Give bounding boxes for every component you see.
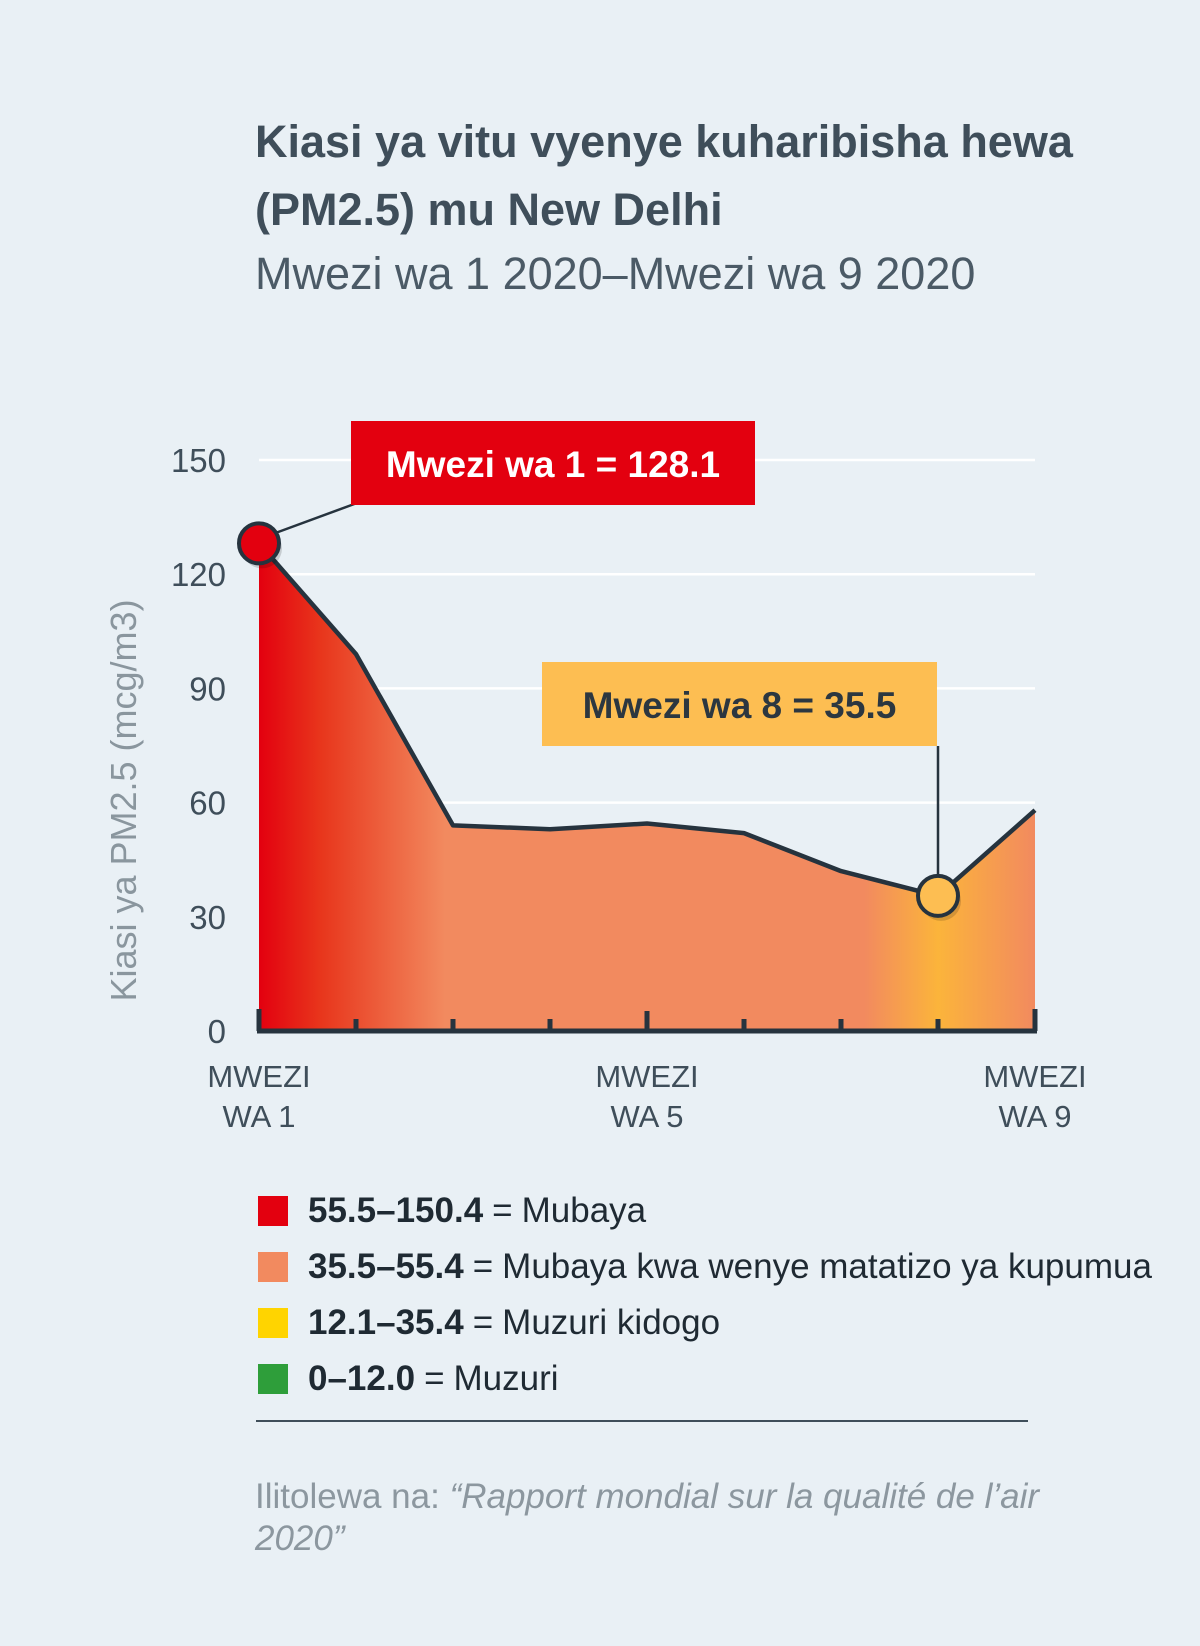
chart-title: Kiasi ya vitu vyenye kuharibisha hewa (P… (255, 116, 1073, 235)
annotation-box (542, 662, 937, 746)
legend-item-moderate: 12.1–35.4 = Muzuri kidogo (258, 1295, 1198, 1351)
legend-range: 55.5–150.4 (308, 1191, 484, 1230)
series-line (257, 541, 1037, 899)
x-tick-label: MWEZI WA 1 (207, 1059, 310, 1134)
area-chart: 0 30 60 90 120 150 Kiasi ya PM2.5 (mcg/m3) MWEZ… (103, 421, 1087, 1134)
y-tick-label: 60 (189, 785, 226, 822)
source-work: “Rapport mondial sur la qualité de l’air… (255, 1477, 1040, 1558)
legend-item-bad: 55.5–150.4 = Mubaya (258, 1183, 1198, 1239)
legend-equals: = (424, 1359, 445, 1398)
source-prefix: Ilitolewa na: (255, 1477, 450, 1516)
y-tick-label: 30 (189, 899, 226, 936)
legend-label: Mubaya kwa wenye matatizo ya kupumua (502, 1247, 1152, 1286)
annotation-marker (237, 521, 281, 566)
annotation-label: Mwezi wa 1 = 128.1 (386, 444, 720, 485)
legend-swatch-red (258, 1196, 288, 1226)
annotation-leader (268, 501, 358, 537)
legend-range: 35.5–55.4 (308, 1247, 464, 1286)
legend-item-sensitive: 35.5–55.4 = Mubaya kwa wenye matatizo ya… (258, 1239, 1198, 1295)
divider (256, 1420, 1028, 1422)
annotation-marker (916, 873, 960, 918)
y-tick-label: 0 (208, 1013, 226, 1050)
legend-equals: = (492, 1191, 513, 1230)
legend-swatch-green (258, 1364, 288, 1394)
legend-label: Mubaya (521, 1191, 647, 1230)
source-note: Ilitolewa na: “Rapport mondial sur la qu… (255, 1476, 1055, 1560)
legend-label: Muzuri kidogo (502, 1303, 721, 1342)
area-fill (259, 543, 1035, 1031)
legend-range: 12.1–35.4 (308, 1303, 464, 1342)
legend-swatch-yellow (258, 1308, 288, 1338)
x-tick-label: MWEZI WA 5 (595, 1059, 698, 1134)
y-axis-label: Kiasi ya PM2.5 (mcg/m3) (103, 599, 144, 1001)
y-tick-label: 90 (189, 670, 226, 707)
legend-range: 0–12.0 (308, 1359, 416, 1398)
legend-label: Muzuri (453, 1359, 559, 1398)
y-tick-label: 120 (171, 556, 226, 593)
legend-item-good: 0–12.0 = Muzuri (258, 1351, 1198, 1407)
y-tick-label: 150 (171, 442, 226, 479)
chart-subtitle: Mwezi wa 1 2020–Mwezi wa 9 2020 (255, 248, 976, 299)
legend-equals: = (472, 1247, 494, 1286)
annotation-box (351, 421, 755, 505)
legend: 55.5–150.4 = Mubaya 35.5–55.4 = Mubaya k… (258, 1183, 1198, 1407)
legend-swatch-orange (258, 1252, 288, 1282)
legend-equals: = (472, 1303, 494, 1342)
annotation-label: Mwezi wa 8 = 35.5 (583, 685, 897, 726)
x-tick-label: MWEZI WA 9 (983, 1059, 1086, 1134)
